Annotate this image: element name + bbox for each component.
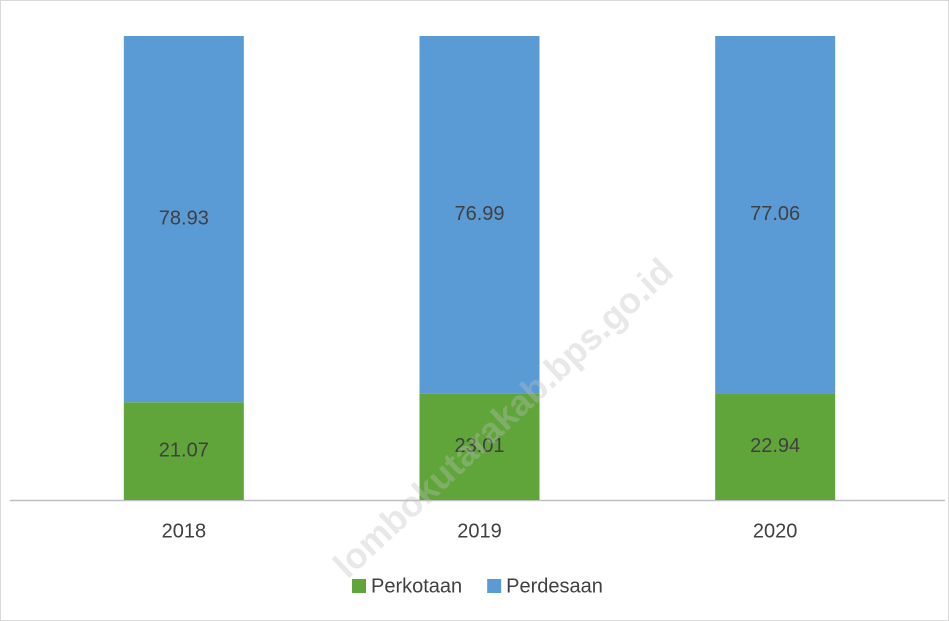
legend-swatch (487, 579, 502, 593)
data-label: 78.93 (159, 207, 209, 229)
x-tick-label: 2020 (753, 520, 798, 542)
legend-swatch (352, 579, 366, 593)
data-label: 23.01 (454, 435, 504, 457)
bar-segment (715, 36, 836, 394)
data-label: 77.06 (750, 203, 800, 225)
legend-label: Perdesaan (506, 575, 603, 597)
data-label: 21.07 (159, 439, 209, 461)
bar-segment (419, 36, 540, 394)
legend-label: Perkotaan (371, 575, 462, 597)
bar-segment (715, 393, 836, 500)
x-tick-label: 2018 (162, 520, 207, 542)
bar-segment (419, 393, 540, 500)
bar-segment (123, 402, 244, 500)
x-tick-label: 2019 (457, 520, 502, 542)
bar-segment (123, 36, 244, 403)
data-label: 76.99 (454, 203, 504, 225)
data-label: 22.94 (750, 435, 800, 457)
